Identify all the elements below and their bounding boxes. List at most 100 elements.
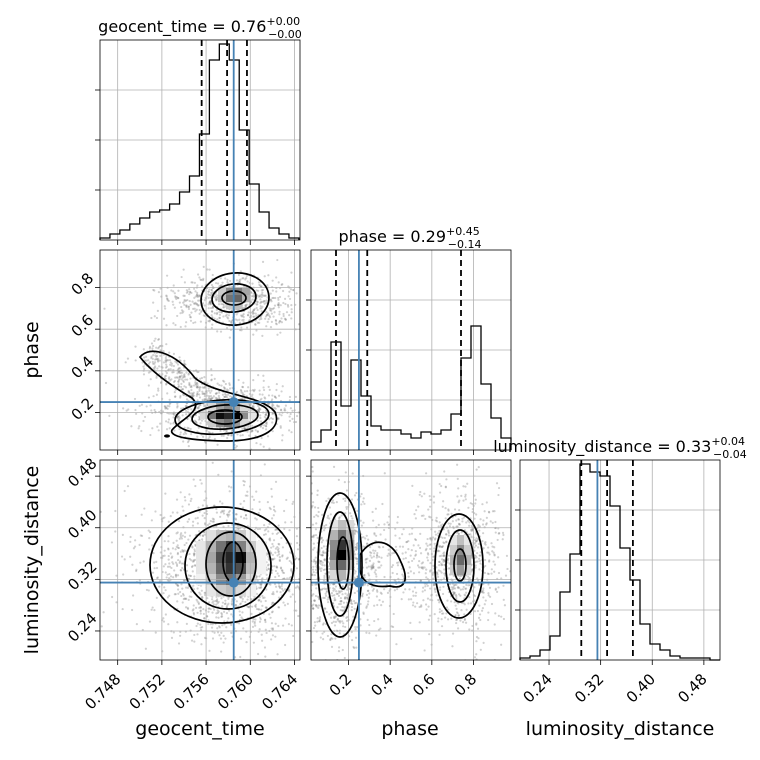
sample-point (197, 407, 200, 410)
sample-point (476, 609, 479, 613)
sample-point (196, 391, 199, 394)
sample-point (420, 604, 423, 607)
sample-point (158, 344, 162, 348)
sample-point (330, 611, 333, 614)
sample-point (216, 311, 219, 314)
sample-point (344, 625, 347, 629)
sample-point (203, 314, 206, 318)
sample-point (431, 536, 435, 539)
sample-point (269, 551, 273, 555)
sample-point (442, 577, 446, 580)
sample-point (203, 617, 206, 620)
sample-point (143, 415, 147, 419)
sample-point (464, 621, 468, 624)
sample-point (183, 281, 187, 284)
sample-point (329, 616, 333, 619)
sample-point (187, 305, 190, 309)
sample-point (302, 589, 304, 591)
sample-point (187, 518, 191, 521)
sample-point (257, 404, 260, 408)
sample-point (216, 598, 219, 601)
sample-point (445, 606, 449, 609)
sample-point (176, 584, 179, 587)
sample-point (331, 499, 335, 502)
sample-point (218, 316, 221, 319)
sample-point (179, 394, 182, 398)
sample-point (163, 376, 166, 380)
sample-point (367, 565, 370, 568)
sample-point (228, 319, 231, 323)
sample-point (269, 298, 272, 302)
sample-point (190, 388, 193, 392)
sample-point (469, 602, 473, 605)
sample-point (135, 568, 138, 571)
sample-point (314, 634, 316, 636)
sample-point (187, 439, 190, 442)
sample-point (491, 550, 494, 553)
sample-point (497, 556, 500, 559)
sample-point (264, 599, 267, 603)
sample-point (153, 361, 157, 364)
sample-point (354, 628, 357, 631)
sample-point (223, 395, 226, 399)
sample-point (305, 608, 307, 610)
sample-point (183, 385, 186, 388)
sample-point (280, 283, 283, 287)
sample-point (230, 486, 233, 489)
sample-point (474, 555, 477, 558)
sample-point (155, 358, 158, 361)
sample-point (157, 291, 161, 294)
sample-point (244, 304, 247, 307)
sample-point (228, 509, 231, 513)
sample-point (165, 371, 168, 375)
sample-point (322, 638, 325, 641)
sample-point (262, 386, 265, 389)
sample-point (476, 552, 479, 555)
sample-point (438, 560, 441, 563)
sample-point (311, 408, 313, 410)
sample-point (302, 329, 304, 331)
sample-point (383, 575, 386, 579)
sample-point (259, 408, 262, 411)
sample-point (273, 304, 277, 307)
sample-point (313, 560, 316, 563)
sample-point (456, 495, 459, 498)
sample-point (215, 511, 218, 514)
sample-point (368, 592, 371, 595)
sample-point (178, 537, 181, 540)
sample-point (494, 531, 497, 534)
sample-point (163, 540, 166, 543)
sample-point (260, 633, 263, 636)
sample-point (178, 560, 182, 563)
sample-point (274, 407, 277, 410)
sample-point (186, 378, 189, 381)
sample-point (451, 588, 454, 591)
sample-point (216, 247, 218, 249)
sample-point (199, 606, 203, 609)
sample-point (396, 588, 399, 591)
sample-point (304, 665, 306, 667)
sample-point (246, 390, 249, 393)
sample-point (257, 511, 260, 515)
sample-point (350, 600, 353, 603)
sample-point (195, 385, 198, 388)
sample-point (185, 622, 188, 625)
sample-point (185, 541, 188, 545)
sample-point (166, 596, 170, 599)
sample-point (177, 419, 181, 422)
sample-point (311, 640, 314, 644)
sample-point (181, 587, 184, 590)
sample-point (237, 378, 240, 382)
sample-point (215, 525, 218, 528)
sample-point (338, 646, 341, 649)
sample-point (192, 478, 195, 481)
sample-point (261, 288, 265, 292)
sample-point (140, 429, 143, 433)
sample-point (239, 603, 242, 606)
sample-point (144, 647, 147, 650)
sample-point (443, 568, 446, 571)
sample-point (434, 533, 438, 536)
sample-point (203, 617, 206, 620)
sample-point (475, 653, 478, 656)
sample-point (164, 613, 167, 616)
